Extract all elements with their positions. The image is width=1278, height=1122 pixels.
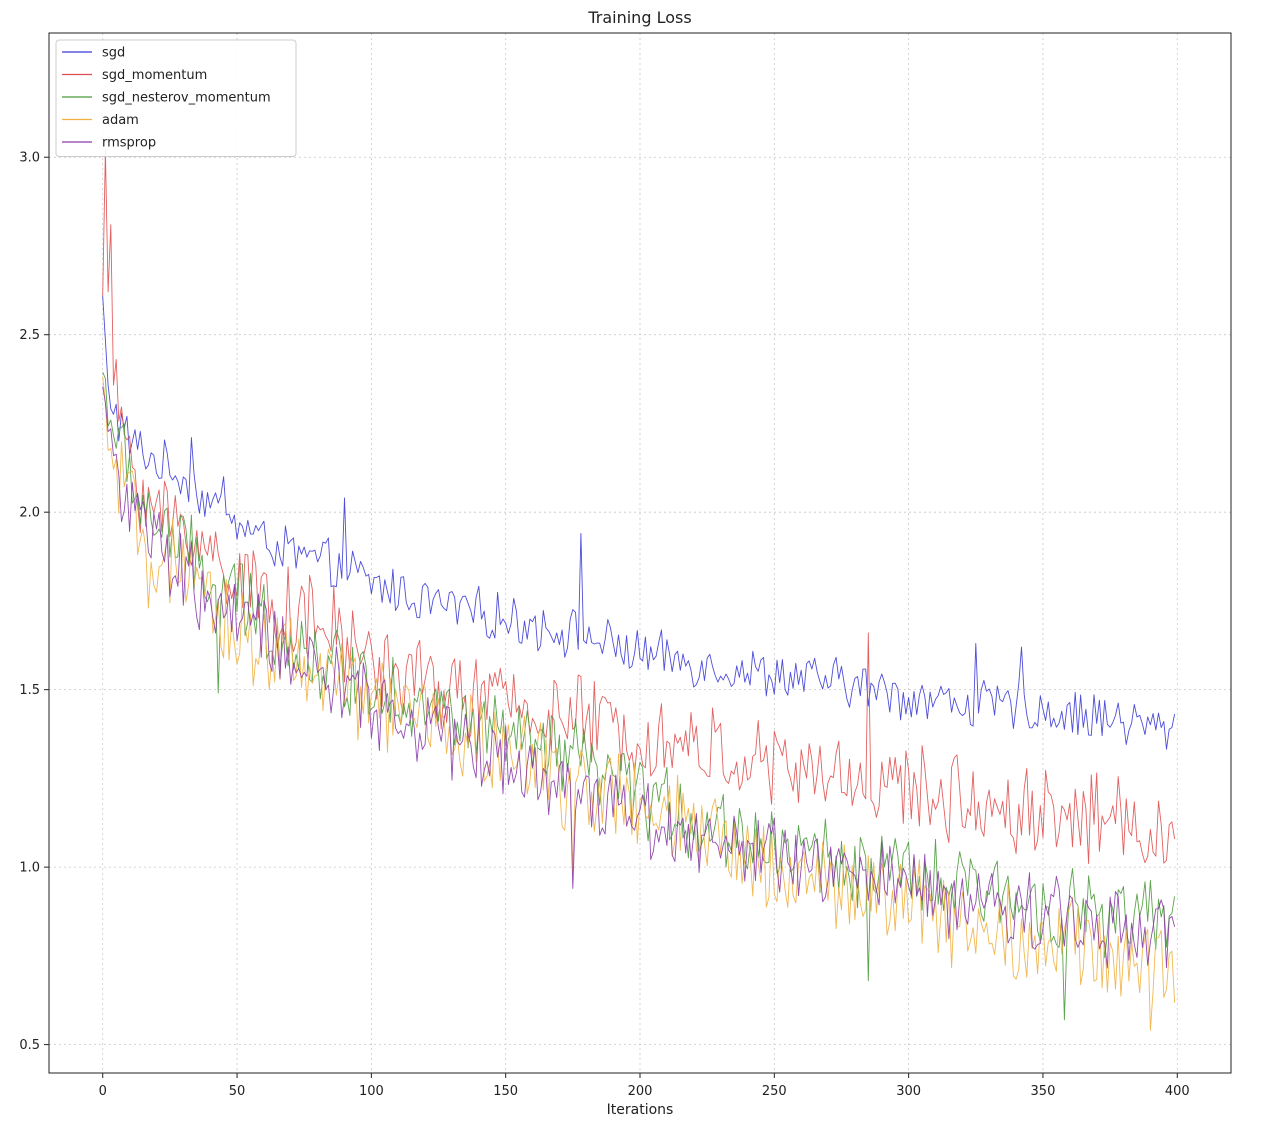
legend-label-sgd: sgd bbox=[102, 46, 125, 61]
x-tick-label: 200 bbox=[628, 1084, 653, 1099]
y-tick-label: 1.0 bbox=[19, 861, 40, 876]
series-line-sgd-nesterov-momentum bbox=[102, 372, 1176, 1021]
x-tick-label: 100 bbox=[359, 1084, 384, 1099]
legend: sgd sgd_momentum sgd_nesterov_momentumadam… bbox=[55, 39, 297, 157]
x-axis-label: Iterations bbox=[607, 1102, 674, 1118]
y-tick-label: 2.0 bbox=[19, 506, 40, 521]
x-tick-label: 250 bbox=[762, 1084, 787, 1099]
grid bbox=[49, 33, 1231, 1073]
x-tick-label: 0 bbox=[99, 1084, 107, 1099]
chart-title: Training Loss bbox=[587, 8, 691, 27]
x-tick-label: 400 bbox=[1165, 1084, 1190, 1099]
y-tick-label: 1.5 bbox=[19, 683, 40, 698]
series-line-sgd bbox=[102, 295, 1176, 750]
legend-label-sgd-nesterov-momentum: sgd_nesterov_momentum bbox=[102, 91, 271, 106]
legend-label-adam: adam bbox=[102, 113, 139, 128]
legend-label-rmsprop: rmsprop bbox=[102, 136, 156, 151]
x-axis-ticks: 0 50 100 150 200 250 300 350 400 bbox=[99, 1073, 1190, 1099]
series-line-rmsprop bbox=[102, 386, 1176, 969]
x-tick-label: 300 bbox=[896, 1084, 921, 1099]
y-tick-label: 0.5 bbox=[19, 1038, 40, 1053]
legend-label-sgd-momentum: sgd_momentum bbox=[102, 68, 207, 83]
y-tick-label: 2.5 bbox=[19, 328, 40, 343]
y-tick-label: 3.0 bbox=[19, 151, 40, 166]
series-line-sgd-momentum bbox=[102, 149, 1176, 864]
legend-box bbox=[55, 39, 297, 157]
series-lines bbox=[102, 149, 1176, 1031]
x-tick-label: 150 bbox=[493, 1084, 518, 1099]
x-tick-label: 350 bbox=[1031, 1084, 1056, 1099]
x-tick-label: 50 bbox=[229, 1084, 246, 1099]
y-axis-ticks: 0.5 1.0 1.5 2.0 2.5 3.0 bbox=[19, 151, 49, 1053]
